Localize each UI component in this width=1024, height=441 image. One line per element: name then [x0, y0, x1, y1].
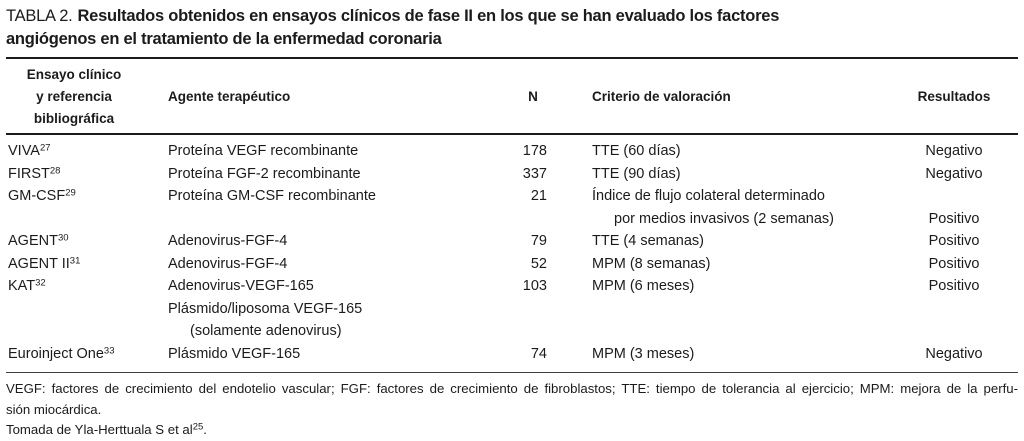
cell-trial: FIRST28: [8, 165, 61, 182]
table-title-line2: angiógenos en el tratamiento de la enfer…: [6, 30, 442, 48]
table-body: VIVA27 Proteína VEGF recombinante 178 TT…: [6, 134, 1018, 373]
table-row-agent-ii: AGENT II31 Adenovirus-FGF-4 52 MPM (8 se…: [6, 253, 1018, 276]
cell-criterio: TTE (60 días): [592, 143, 681, 159]
header-row: Ensayo clínico y referencia bibliográfic…: [6, 57, 1018, 135]
table-title-text1: Resultados obtenidos en ensayos clínicos…: [77, 7, 780, 25]
table-row-agent: AGENT30 Adenovirus-FGF-4 79 TTE (4 seman…: [6, 230, 1018, 253]
table-row-viva: VIVA27 Proteína VEGF recombinante 178 TT…: [6, 134, 1018, 163]
cell-agent: Proteína GM-CSF recombinante: [168, 188, 376, 204]
cell-trial: GM-CSF29: [8, 187, 76, 204]
clinical-trials-table: Ensayo clínico y referencia bibliográfic…: [6, 57, 1018, 373]
cell-trial: KAT32: [8, 277, 46, 294]
reference-superscript: 30: [57, 232, 69, 244]
column-header-resultados: Resultados: [890, 57, 1018, 135]
cell-n: 103: [522, 278, 547, 294]
column-header-agente: Agente terapéutico: [168, 57, 506, 135]
cell-agent: Adenovirus-FGF-4: [168, 255, 288, 272]
cell-resultado: Positivo: [928, 210, 980, 227]
table-number-label: TABLA 2.: [6, 7, 73, 25]
cell-trial: Euroinject One33: [6, 342, 168, 373]
reference-superscript: 27: [39, 142, 51, 154]
footnote-source: Tomada de Yla-Herttuala S et al25.: [6, 421, 207, 437]
cell-criterio: TTE (90 días): [592, 165, 681, 182]
table-title-line1: TABLA 2. Resultados obtenidos en ensayos …: [6, 5, 1018, 28]
cell-criterio: MPM (8 semanas): [592, 255, 711, 272]
cell-resultado: Positivo: [928, 255, 980, 272]
table-row-kat: KAT32 Adenovirus-VEGF-165 Plásmido/lipos…: [6, 275, 1018, 343]
column-header-ensayo: Ensayo clínico y referencia bibliográfic…: [6, 57, 168, 135]
cell-agent: Adenovirus-FGF-4: [168, 233, 288, 249]
cell-resultado: Negativo: [925, 165, 983, 182]
cell-n: 337: [522, 165, 547, 182]
reference-superscript: 32: [35, 277, 46, 289]
table-row-euroinject: Euroinject One33 Plásmido VEGF-165 74 MP…: [6, 342, 1018, 373]
cell-trial: AGENT II31: [8, 255, 81, 272]
cell-n: 21: [530, 188, 547, 204]
cell-n: 79: [530, 233, 547, 249]
reference-superscript: 31: [69, 255, 81, 266]
cell-criterio: MPM (6 meses): [592, 278, 695, 294]
cell-resultado: Positivo: [928, 278, 980, 294]
cell-trial: VIVA27: [8, 142, 51, 159]
reference-superscript: 25: [192, 421, 204, 433]
reference-superscript: 33: [103, 345, 115, 356]
cell-resultado: Positivo: [928, 233, 980, 249]
cell-resultado: Negativo: [925, 143, 983, 159]
table-title: TABLA 2. Resultados obtenidos en ensayos …: [6, 5, 1018, 51]
footnote-abbreviations-line2: sión miocárdica.: [6, 401, 102, 417]
table-header: Ensayo clínico y referencia bibliográfic…: [6, 57, 1018, 135]
reference-superscript: 28: [49, 165, 61, 176]
table-footnote: VEGF: factores de crecimiento del endote…: [6, 379, 1018, 441]
cell-agent: Adenovirus-VEGF-165 Plásmido/liposoma VE…: [168, 278, 363, 339]
cell-criterio: Índice de flujo colateral determinado po…: [592, 188, 835, 227]
cell-n: 178: [522, 143, 547, 159]
footnote-abbreviations-line1: VEGF: factores de crecimiento del endote…: [6, 381, 1018, 396]
cell-agent: Proteína FGF-2 recombinante: [168, 165, 361, 182]
cell-trial: AGENT30: [8, 232, 69, 249]
table-row-gmcsf: GM-CSF29 Proteína GM-CSF recombinante 21…: [6, 185, 1018, 230]
cell-agent: Plásmido VEGF-165: [168, 342, 506, 373]
cell-resultado: Negativo: [890, 342, 1018, 373]
cell-n: 74: [506, 342, 560, 373]
cell-agent: Proteína VEGF recombinante: [168, 143, 359, 159]
reference-superscript: 29: [65, 187, 76, 199]
cell-n: 52: [530, 255, 547, 272]
column-header-n: N: [506, 57, 560, 135]
cell-criterio: TTE (4 semanas): [592, 233, 704, 249]
table-row-first: FIRST28 Proteína FGF-2 recombinante 337 …: [6, 163, 1018, 186]
column-header-criterio: Criterio de valoración: [560, 57, 890, 135]
cell-criterio: MPM (3 meses): [560, 342, 890, 373]
